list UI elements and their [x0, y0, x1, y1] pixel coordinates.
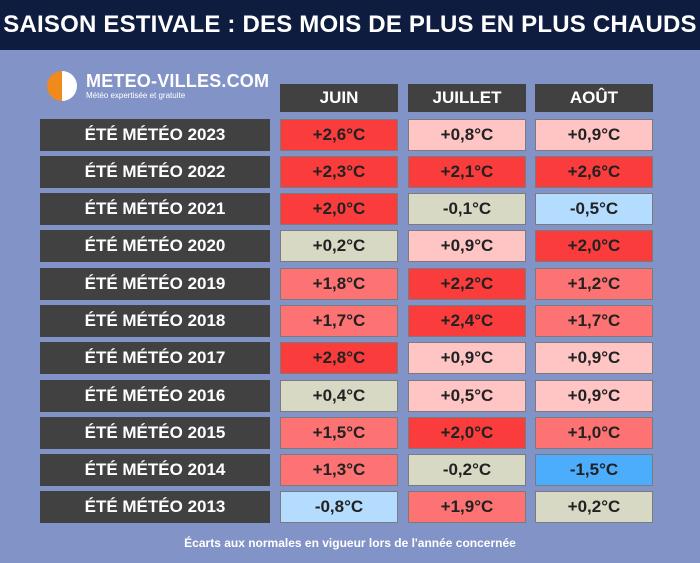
row-label: ÉTÉ MÉTÉO 2016	[40, 380, 270, 412]
anomaly-cell-juin: +1,3°C	[280, 454, 398, 486]
anomaly-cell-juin: +2,6°C	[280, 119, 398, 151]
anomaly-cell-aout: +0,2°C	[535, 491, 653, 523]
row-label: ÉTÉ MÉTÉO 2017	[40, 342, 270, 374]
anomaly-cell-juillet: +0,5°C	[408, 380, 526, 412]
table-row: ÉTÉ MÉTÉO 2017 +2,8°C +0,9°C +0,9°C	[40, 342, 654, 374]
anomaly-cell-juin: +2,8°C	[280, 342, 398, 374]
anomaly-cell-juin: +1,8°C	[280, 268, 398, 300]
anomaly-cell-aout: +0,9°C	[535, 342, 653, 374]
table-row: ÉTÉ MÉTÉO 2016 +0,4°C +0,5°C +0,9°C	[40, 380, 654, 412]
anomaly-cell-juillet: -0,1°C	[408, 193, 526, 225]
table-row: ÉTÉ MÉTÉO 2013 -0,8°C +1,9°C +0,2°C	[40, 491, 654, 523]
row-label: ÉTÉ MÉTÉO 2019	[40, 268, 270, 300]
anomaly-cell-aout: -0,5°C	[535, 193, 653, 225]
row-label: ÉTÉ MÉTÉO 2021	[40, 193, 270, 225]
month-header-juin: JUIN	[280, 84, 398, 112]
anomaly-cell-juin: +2,3°C	[280, 156, 398, 188]
table-row: ÉTÉ MÉTÉO 2019 +1,8°C +2,2°C +1,2°C	[40, 268, 654, 300]
row-label: ÉTÉ MÉTÉO 2020	[40, 230, 270, 262]
row-label: ÉTÉ MÉTÉO 2013	[40, 491, 270, 523]
anomaly-cell-juillet: +0,9°C	[408, 230, 526, 262]
anomaly-cell-juillet: +2,1°C	[408, 156, 526, 188]
row-label: ÉTÉ MÉTÉO 2018	[40, 305, 270, 337]
anomaly-cell-juin: +2,0°C	[280, 193, 398, 225]
anomaly-cell-aout: +1,0°C	[535, 417, 653, 449]
half-sun-logo-icon	[47, 71, 77, 101]
anomaly-cell-aout: +2,6°C	[535, 156, 653, 188]
anomaly-cell-juillet: +2,0°C	[408, 417, 526, 449]
anomaly-cell-aout: +1,2°C	[535, 268, 653, 300]
logo-tagline: Météo expertisée et gratuite	[86, 90, 186, 100]
month-header-juillet: JUILLET	[408, 84, 526, 112]
anomaly-cell-aout: +0,9°C	[535, 119, 653, 151]
table-row: ÉTÉ MÉTÉO 2014 +1,3°C -0,2°C -1,5°C	[40, 454, 654, 486]
anomaly-cell-juillet: +2,4°C	[408, 305, 526, 337]
anomaly-cell-juillet: +0,8°C	[408, 119, 526, 151]
anomaly-cell-aout: -1,5°C	[535, 454, 653, 486]
table-row: ÉTÉ MÉTÉO 2023 +2,6°C +0,8°C +0,9°C	[40, 119, 654, 151]
site-logo: METEO-VILLES.COM Météo expertisée et gra…	[46, 68, 269, 104]
anomaly-cell-juin: +0,4°C	[280, 380, 398, 412]
anomaly-cell-juin: +0,2°C	[280, 230, 398, 262]
logo-name: METEO-VILLES.COM	[86, 70, 270, 91]
anomaly-cell-juillet: -0,2°C	[408, 454, 526, 486]
anomaly-cell-aout: +0,9°C	[535, 380, 653, 412]
month-header-aout: AOÛT	[535, 84, 653, 112]
row-label: ÉTÉ MÉTÉO 2015	[40, 417, 270, 449]
anomaly-cell-juillet: +2,2°C	[408, 268, 526, 300]
row-label: ÉTÉ MÉTÉO 2022	[40, 156, 270, 188]
anomaly-cell-juin: -0,8°C	[280, 491, 398, 523]
table-row: ÉTÉ MÉTÉO 2018 +1,7°C +2,4°C +1,7°C	[40, 305, 654, 337]
page-title: SAISON ESTIVALE : DES MOIS DE PLUS EN PL…	[0, 0, 700, 50]
table-row: ÉTÉ MÉTÉO 2022 +2,3°C +2,1°C +2,6°C	[40, 156, 654, 188]
anomaly-cell-juillet: +1,9°C	[408, 491, 526, 523]
row-label: ÉTÉ MÉTÉO 2014	[40, 454, 270, 486]
table-row: ÉTÉ MÉTÉO 2021 +2,0°C -0,1°C -0,5°C	[40, 193, 654, 225]
row-label: ÉTÉ MÉTÉO 2023	[40, 119, 270, 151]
anomaly-cell-juillet: +0,9°C	[408, 342, 526, 374]
anomaly-cell-aout: +1,7°C	[535, 305, 653, 337]
table-row: ÉTÉ MÉTÉO 2020 +0,2°C +0,9°C +2,0°C	[40, 230, 654, 262]
footnote: Écarts aux normales en vigueur lors de l…	[184, 536, 516, 550]
table-row: ÉTÉ MÉTÉO 2015 +1,5°C +2,0°C +1,0°C	[40, 417, 654, 449]
anomaly-cell-juin: +1,5°C	[280, 417, 398, 449]
anomaly-cell-aout: +2,0°C	[535, 230, 653, 262]
anomaly-cell-juin: +1,7°C	[280, 305, 398, 337]
